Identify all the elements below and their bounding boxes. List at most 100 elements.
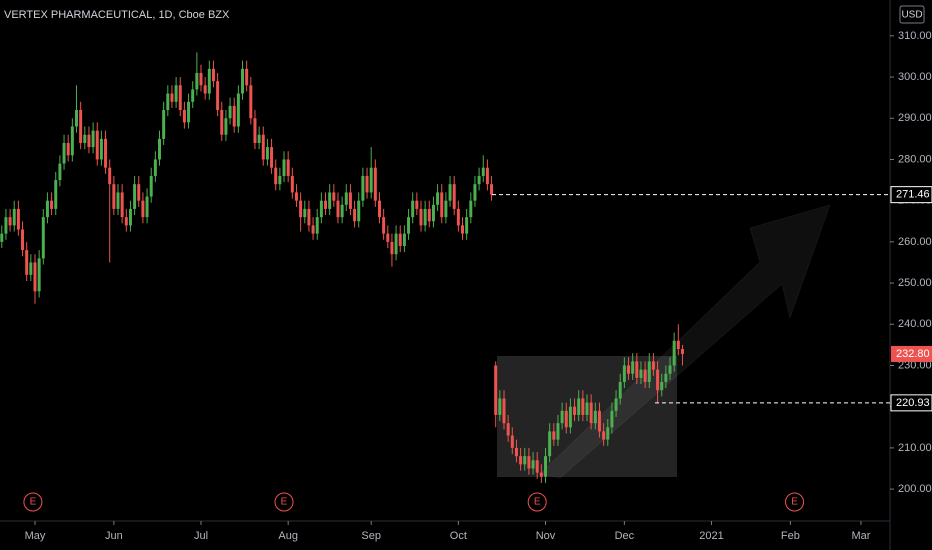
candle-body — [407, 217, 411, 234]
candle-body — [220, 110, 224, 135]
candle-body — [386, 233, 390, 242]
candle-body — [182, 110, 186, 123]
candle-body — [153, 159, 157, 176]
price-label-box — [890, 186, 932, 204]
candle-body — [41, 217, 45, 259]
y-tick-label: 230.00 — [898, 359, 932, 371]
candle-body — [585, 402, 589, 415]
candle-body — [29, 262, 33, 275]
event-label: E — [30, 497, 37, 508]
candle-body — [145, 196, 149, 218]
candle-body — [70, 126, 74, 156]
event-marker — [23, 492, 43, 512]
y-tick-label: 310.00 — [898, 30, 932, 42]
candle-body — [423, 208, 427, 226]
candle-body — [556, 423, 560, 440]
price-label: 220.93 — [896, 397, 930, 409]
candle-body — [120, 192, 124, 218]
candle-body — [680, 349, 684, 354]
event-label: E — [791, 497, 798, 508]
candle-body — [54, 180, 58, 209]
candle-body — [253, 118, 257, 143]
candle-body — [178, 85, 182, 111]
candle-body — [344, 192, 348, 205]
candle-body — [58, 163, 62, 181]
candle-body — [21, 229, 25, 251]
candle-body — [4, 217, 8, 234]
candle-body — [593, 410, 597, 424]
candle-body — [79, 110, 83, 143]
candle-body — [589, 402, 593, 424]
y-tick-label: 280.00 — [898, 153, 932, 165]
candle-body — [16, 208, 20, 230]
y-tick-label: 240.00 — [898, 318, 932, 330]
candle-body — [539, 472, 543, 477]
candle-body — [290, 175, 294, 193]
candle-body — [91, 130, 95, 148]
candle-body — [519, 456, 523, 465]
candle-body — [286, 159, 290, 176]
candle-body — [203, 85, 207, 94]
candle-body — [95, 130, 99, 160]
candle-body — [241, 68, 245, 94]
candle-body — [236, 93, 240, 127]
candle-body — [473, 184, 477, 201]
candle-body — [195, 72, 199, 90]
candle-body — [83, 134, 87, 143]
candle-body — [332, 192, 336, 201]
last-price-label: 232.80 — [896, 348, 930, 360]
candle-body — [369, 167, 373, 193]
candle-body — [62, 142, 66, 164]
candle-body — [324, 200, 328, 209]
candle-body — [74, 110, 78, 127]
candle-body — [108, 167, 112, 185]
candle-body — [149, 175, 153, 197]
x-tick-label: Oct — [450, 530, 467, 542]
candle-body — [228, 105, 232, 119]
candle-body — [33, 262, 37, 292]
candle-body — [257, 134, 261, 143]
candle-body — [506, 423, 510, 436]
candle-body — [12, 208, 16, 226]
y-tick-label: 300.00 — [898, 71, 932, 83]
candle-body — [485, 167, 489, 185]
candle-body — [477, 175, 481, 185]
candle-body — [614, 398, 618, 411]
candle-body — [282, 159, 286, 176]
candle-body — [328, 192, 332, 209]
x-tick-label: Dec — [615, 530, 635, 542]
candle-body — [116, 192, 120, 209]
candle-body — [498, 398, 502, 415]
candle-body — [353, 208, 357, 222]
candle-body — [377, 200, 381, 218]
candle-body — [544, 456, 548, 477]
candle-body — [249, 85, 253, 119]
candle-body — [581, 398, 585, 415]
candle-body — [436, 192, 440, 205]
candle-body — [50, 200, 54, 209]
candle-body — [602, 431, 606, 440]
candle-body — [660, 381, 664, 391]
candle-body — [527, 456, 531, 469]
candle-body — [419, 208, 423, 226]
candle-body — [294, 192, 298, 201]
candle-body — [170, 93, 174, 102]
candle-body — [207, 68, 211, 94]
candle-body — [552, 431, 556, 440]
last-price-box — [891, 345, 932, 362]
x-tick-label: Sep — [361, 530, 381, 542]
candle-body — [411, 200, 415, 218]
candle-body — [311, 225, 315, 234]
candle-body — [448, 184, 452, 201]
candle-body — [124, 217, 128, 226]
candle-body — [664, 373, 668, 382]
candle-body — [502, 398, 506, 424]
chart-title: VERTEX PHARMACEUTICAL, 1D, Cboe BZX — [4, 9, 230, 21]
candle-body — [676, 340, 680, 350]
candle-body — [494, 365, 498, 415]
candle-body — [444, 200, 448, 218]
candle-body — [481, 167, 485, 176]
candle-body — [99, 138, 103, 160]
candle-body — [631, 361, 635, 374]
